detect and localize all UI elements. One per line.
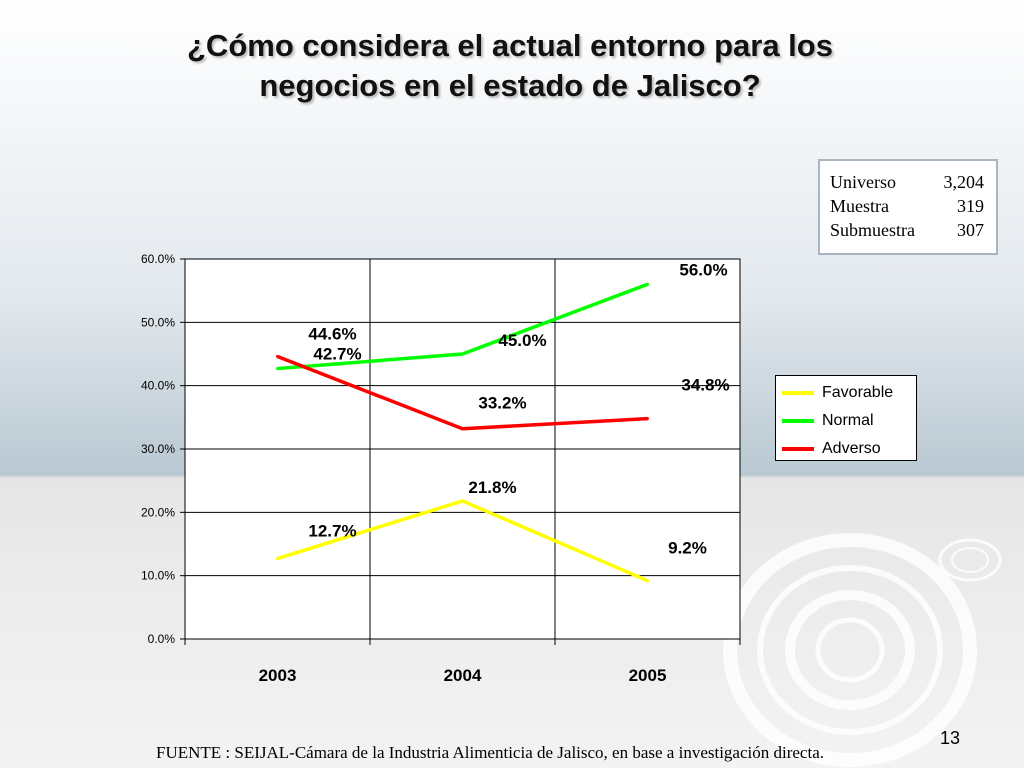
- y-tick-label: 10.0%: [141, 569, 175, 583]
- data-point-favorable: [461, 499, 464, 503]
- data-point-favorable: [276, 557, 279, 561]
- slide-title: ¿Cómo considera el actual entorno para l…: [80, 26, 940, 106]
- info-value: 307: [957, 220, 984, 240]
- data-label-favorable: 21.8%: [468, 478, 516, 497]
- source-note: FUENTE : SEIJAL-Cámara de la Industria A…: [156, 743, 824, 762]
- info-label: Muestra: [830, 196, 889, 216]
- title-line-2: negocios en el estado de Jalisco?: [259, 68, 761, 103]
- legend-swatch-adverso: [782, 447, 814, 451]
- data-label-adverso: 44.6%: [308, 325, 356, 344]
- data-point-normal: [646, 282, 649, 286]
- data-label-normal: 42.7%: [313, 345, 361, 364]
- legend-item-adverso: Adverso: [782, 435, 916, 463]
- y-tick-label: 50.0%: [141, 315, 175, 329]
- info-label: Submuestra: [830, 220, 915, 240]
- info-label: Universo: [830, 172, 896, 192]
- decorative-ripple: [723, 533, 1002, 767]
- y-tick-label: 0.0%: [148, 632, 176, 646]
- info-row-universo: Universo 3,204: [830, 170, 984, 194]
- y-axis: 0.0% 10.0% 20.0% 30.0% 40.0% 50.0% 60.0%: [141, 252, 175, 646]
- sample-info-box: Universo 3,204 Muestra 319 Submuestra 30…: [818, 159, 998, 255]
- data-point-normal: [461, 352, 464, 356]
- legend-swatch-normal: [782, 419, 814, 423]
- info-row-submuestra: Submuestra 307: [830, 218, 984, 242]
- data-label-normal: 45.0%: [498, 331, 546, 350]
- y-tick-label: 60.0%: [141, 252, 175, 266]
- info-value: 319: [957, 196, 984, 216]
- chart-legend: Favorable Normal Adverso: [775, 375, 917, 461]
- x-axis: 2003 2004 2005: [259, 666, 667, 685]
- data-point-adverso: [276, 355, 279, 359]
- data-point-adverso: [461, 427, 464, 431]
- legend-item-normal: Normal: [782, 407, 916, 435]
- title-line-1: ¿Cómo considera el actual entorno para l…: [187, 28, 833, 63]
- data-label-normal: 56.0%: [679, 260, 727, 279]
- legend-swatch-favorable: [782, 391, 814, 395]
- page-number: 13: [940, 728, 961, 748]
- data-point-favorable: [646, 579, 649, 583]
- data-label-adverso: 33.2%: [478, 394, 526, 413]
- legend-label-adverso: Adverso: [822, 440, 881, 457]
- data-labels: 12.7% 21.8% 9.2% 42.7% 45.0% 56.0% 44.6% 33.2% 3…: [308, 260, 729, 557]
- y-tick-label: 30.0%: [141, 442, 175, 456]
- y-tick-label: 20.0%: [141, 505, 175, 519]
- x-tick-label: 2005: [629, 666, 667, 685]
- chart-grid: [180, 258, 741, 645]
- legend-item-favorable: Favorable: [782, 379, 916, 407]
- info-row-muestra: Muestra 319: [830, 194, 984, 218]
- data-point-normal: [276, 367, 279, 371]
- x-tick-label: 2003: [259, 666, 297, 685]
- chart-series: [276, 282, 649, 583]
- legend-label-favorable: Favorable: [822, 384, 894, 401]
- data-label-favorable: 9.2%: [668, 539, 707, 558]
- y-tick-label: 40.0%: [141, 379, 175, 393]
- x-tick-label: 2004: [444, 666, 482, 685]
- info-value: 3,204: [943, 172, 985, 192]
- legend-label-normal: Normal: [822, 412, 874, 429]
- data-label-favorable: 12.7%: [308, 522, 356, 541]
- data-point-adverso: [646, 417, 649, 421]
- data-label-adverso: 34.8%: [681, 376, 729, 395]
